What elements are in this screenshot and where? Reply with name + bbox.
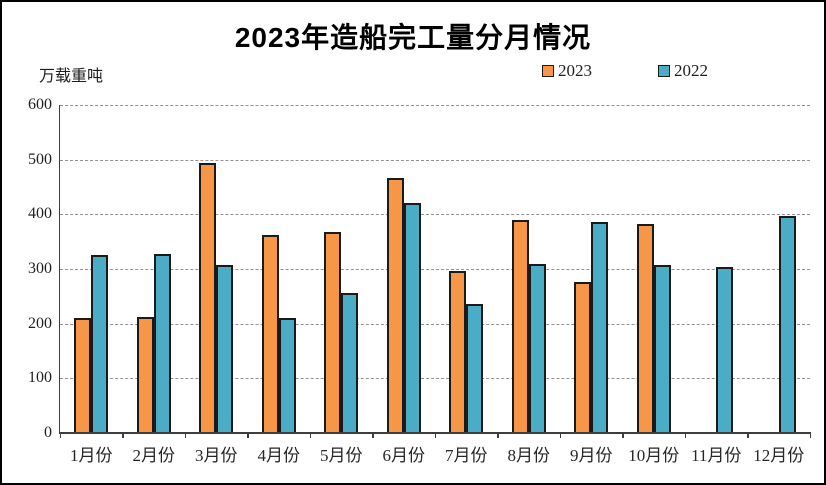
x-axis-label-1月份: 1月份: [70, 446, 113, 465]
x-axis-label-12月份: 12月份: [753, 446, 805, 465]
bar-2022-9月份: [591, 222, 609, 433]
bar-2023-7月份: [449, 271, 467, 433]
legend-label-2022: 2022: [674, 61, 708, 80]
gridline-200: [60, 323, 810, 325]
bar-2022-6月份: [403, 203, 421, 433]
x-axis-tick-0: [59, 433, 61, 438]
x-axis-tick-2: [184, 433, 186, 438]
x-axis-tick-11: [747, 433, 749, 438]
legend-item-2022: 2022: [658, 61, 708, 81]
legend-label-2023: 2023: [558, 61, 592, 80]
y-axis-line: [58, 105, 60, 434]
gridline-500: [60, 159, 810, 161]
y-axis-tick-label-100: 100: [28, 369, 52, 387]
y-axis-tick-label-300: 300: [28, 260, 52, 277]
bar-2022-5月份: [341, 293, 359, 433]
y-axis-tick-label-400: 400: [28, 205, 52, 223]
x-axis-tick-12: [809, 433, 811, 438]
x-axis-label-3月份: 3月份: [195, 446, 238, 465]
gridline-400: [60, 214, 810, 216]
y-axis-unit-label: 万载重吨: [39, 68, 104, 85]
x-axis-tick-10: [684, 433, 686, 438]
bar-2023-4月份: [261, 235, 279, 433]
x-axis-label-10月份: 10月份: [628, 446, 680, 465]
bar-2023-1月份: [74, 318, 92, 433]
legend-swatch-2022-icon: [658, 65, 670, 77]
gridline-600: [60, 105, 810, 106]
y-axis-tick-label-200: 200: [28, 314, 52, 332]
legend-swatch-2023-icon: [542, 65, 554, 77]
x-axis-tick-1: [122, 433, 124, 438]
gridline-300: [60, 269, 810, 270]
bar-2022-8月份: [528, 264, 546, 433]
bar-2022-12月份: [778, 216, 796, 433]
x-axis-label-7月份: 7月份: [445, 446, 488, 465]
x-axis-tick-4: [309, 433, 311, 438]
bar-2023-5月份: [324, 232, 342, 433]
x-axis-label-8月份: 8月份: [507, 446, 551, 465]
x-axis-tick-9: [622, 433, 624, 438]
bar-2023-6月份: [386, 178, 404, 433]
bar-2022-1月份: [91, 255, 109, 433]
bar-2023-2月份: [136, 317, 154, 433]
bar-2022-11月份: [716, 267, 734, 433]
legend-item-2023: 2023: [542, 61, 592, 81]
x-axis-label-9月份: 9月份: [570, 446, 613, 465]
bar-2022-4月份: [278, 318, 296, 433]
x-axis-tick-7: [497, 433, 499, 438]
bar-2022-7月份: [466, 304, 484, 433]
y-axis-tick-label-500: 500: [28, 150, 52, 168]
x-axis-label-11月份: 11月份: [691, 446, 742, 465]
bar-2022-2月份: [153, 254, 171, 433]
gridline-100: [60, 378, 810, 380]
bar-2022-10月份: [653, 265, 671, 433]
x-axis-label-2月份: 2月份: [132, 446, 176, 465]
x-axis-tick-8: [559, 433, 561, 438]
y-axis-tick-label-0: 0: [44, 424, 52, 441]
legend: 2023 2022: [542, 61, 708, 81]
x-axis-label-5月份: 5月份: [320, 446, 363, 465]
bar-2023-9月份: [574, 282, 592, 433]
bar-2023-8月份: [511, 220, 529, 433]
bar-2022-3月份: [216, 265, 234, 433]
x-axis-line: [58, 431, 811, 434]
x-axis-tick-3: [247, 433, 249, 438]
bar-2023-10月份: [636, 224, 654, 433]
plot-area: [60, 105, 810, 433]
chart-title: 2023年造船完工量分月情况: [234, 22, 592, 53]
x-axis-tick-5: [372, 433, 374, 438]
x-axis-label-4月份: 4月份: [257, 446, 301, 465]
x-axis-label-6月份: 6月份: [382, 446, 426, 465]
y-axis-tick-label-600: 600: [28, 96, 52, 113]
bar-2023-3月份: [199, 163, 217, 433]
x-axis-tick-6: [434, 433, 436, 438]
